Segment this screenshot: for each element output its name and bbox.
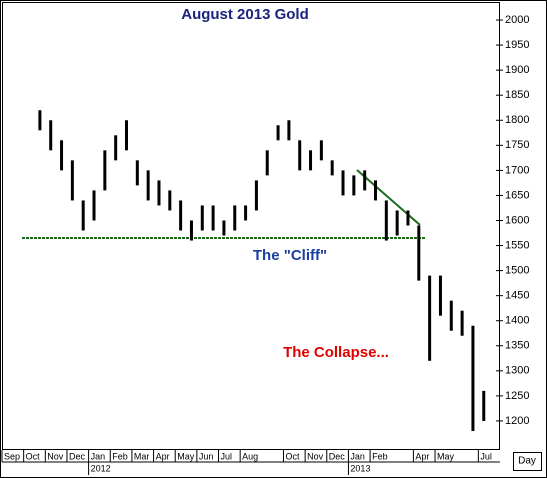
price-bar [341, 170, 345, 196]
x-tick-label: Jul [480, 451, 492, 461]
price-bar [319, 140, 323, 161]
price-bar [265, 150, 269, 176]
price-bar [276, 125, 280, 141]
x-tick-label: Apr [415, 451, 429, 461]
y-tick-label: 1400 [505, 315, 529, 327]
y-tick-label: 1800 [505, 114, 529, 126]
price-bar [374, 180, 377, 201]
annotation: The "Cliff" [253, 247, 327, 264]
price-bar [70, 160, 74, 201]
price-bar [244, 205, 248, 221]
x-tick-label: Aug [242, 451, 258, 461]
price-bar [482, 390, 486, 421]
price-bar [471, 325, 475, 431]
chart-title: August 2013 Gold [181, 6, 309, 23]
price-bar [81, 200, 85, 231]
price-bar [60, 140, 64, 171]
period-box [513, 452, 542, 471]
y-tick-label: 1700 [505, 164, 529, 176]
annotation: The Collapse... [283, 344, 389, 361]
price-bar [168, 190, 172, 211]
price-bar [384, 200, 388, 241]
x-tick-label: Jan [350, 451, 365, 461]
year-label: 2012 [91, 463, 111, 473]
price-bar [189, 220, 193, 241]
y-tick-label: 1750 [505, 139, 529, 151]
price-bar [330, 160, 334, 176]
x-tick-label: Oct [26, 451, 41, 461]
x-tick-label: Dec [329, 451, 346, 461]
price-bar [103, 150, 107, 191]
price-bar [49, 120, 53, 151]
y-tick-label: 1250 [505, 390, 529, 402]
price-bar [406, 210, 410, 226]
x-tick-label: Nov [307, 451, 324, 461]
price-bar [309, 150, 313, 171]
price-bar [417, 225, 421, 281]
price-bar [449, 300, 453, 331]
price-bar [222, 220, 226, 236]
y-tick-label: 1600 [505, 214, 529, 226]
x-tick-label: Feb [372, 451, 388, 461]
y-tick-label: 1450 [505, 290, 529, 302]
y-tick-label: 1950 [505, 39, 529, 51]
x-tick-label: Mar [134, 451, 150, 461]
price-bar [135, 160, 139, 186]
price-bar [200, 205, 204, 231]
price-bar [125, 120, 128, 151]
x-tick-label: Dec [69, 451, 86, 461]
y-tick-label: 1850 [505, 89, 529, 101]
price-bar [38, 110, 42, 131]
year-label: 2013 [350, 463, 370, 473]
price-bar [254, 180, 258, 211]
price-bar [395, 210, 399, 236]
price-bar [287, 120, 291, 141]
y-tick-label: 1650 [505, 189, 529, 201]
price-bar [460, 310, 464, 336]
x-tick-label: Jul [221, 451, 233, 461]
x-tick-label: Jan [91, 451, 106, 461]
y-tick-label: 2000 [505, 14, 529, 26]
price-bar [438, 275, 442, 316]
price-bar [363, 170, 367, 191]
price-bar [298, 140, 302, 171]
y-tick-label: 1300 [505, 365, 529, 377]
y-tick-label: 1500 [505, 265, 529, 277]
price-bar [233, 205, 237, 231]
price-bar [92, 190, 96, 221]
x-tick-label: Feb [112, 451, 128, 461]
price-bar [146, 170, 150, 201]
price-bar [179, 200, 183, 231]
y-tick-label: 1200 [505, 415, 529, 427]
price-bar [157, 180, 161, 206]
x-tick-label: Nov [47, 451, 64, 461]
x-tick-label: May [437, 451, 455, 461]
y-tick-label: 1350 [505, 340, 529, 352]
trend-line [356, 169, 421, 226]
price-bar [352, 175, 356, 196]
period-label: Day [518, 456, 536, 467]
x-tick-label: May [177, 451, 195, 461]
x-tick-label: Sep [4, 451, 20, 461]
plot-area [2, 2, 500, 450]
x-tick-label: Apr [156, 451, 170, 461]
x-tick-label: Oct [285, 451, 300, 461]
x-tick-label: Jun [199, 451, 214, 461]
price-bar [211, 205, 215, 231]
price-bar [114, 135, 118, 161]
price-bar [428, 275, 432, 361]
y-tick-label: 1550 [505, 239, 529, 251]
y-tick-label: 1900 [505, 64, 529, 76]
